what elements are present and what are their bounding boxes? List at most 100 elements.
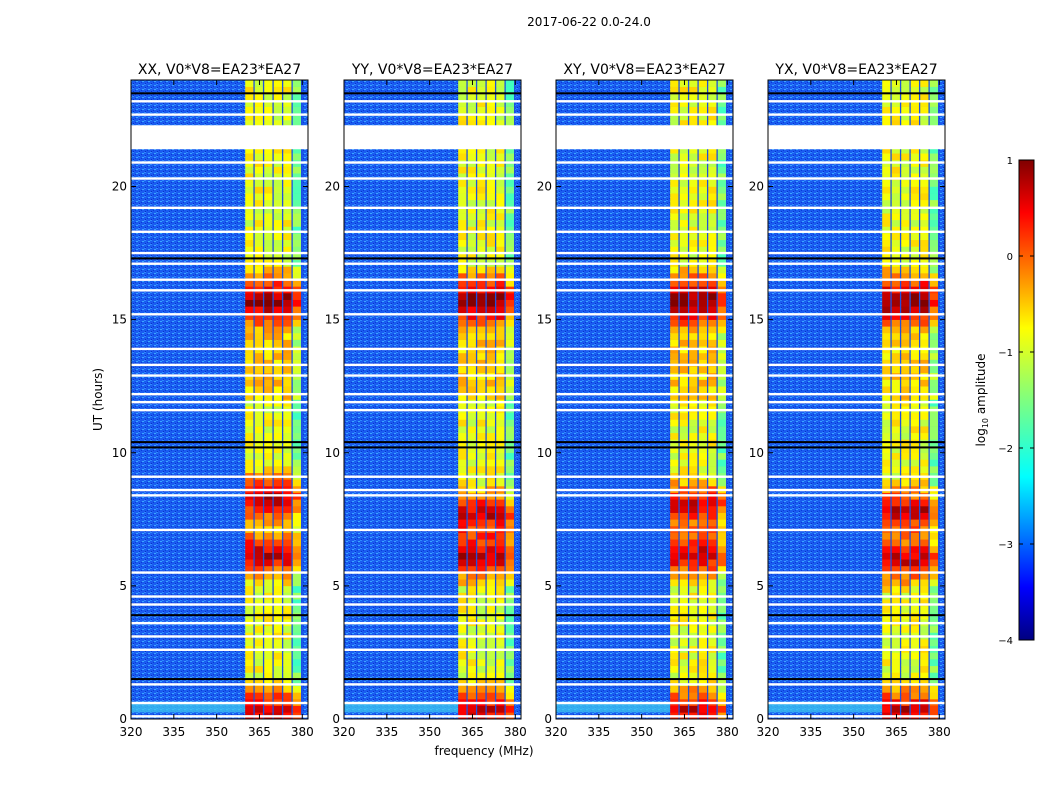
heatmap-cell	[717, 659, 727, 667]
heatmap-cell	[717, 253, 727, 261]
heatmap-cell	[679, 539, 689, 547]
heatmap-cell	[679, 179, 689, 187]
flag-line-white	[131, 161, 308, 164]
heatmap-cell	[882, 459, 891, 467]
heatmap-cell	[245, 605, 254, 613]
heatmap-cell	[283, 392, 292, 400]
heatmap-cell	[910, 452, 920, 460]
heatmap-cell	[283, 432, 292, 440]
flag-line-white	[131, 571, 308, 574]
heatmap-cell	[505, 672, 515, 680]
flag-line-black	[556, 446, 733, 449]
heatmap-cell	[254, 659, 264, 667]
heatmap-cell	[245, 519, 254, 527]
heatmap-cell	[264, 179, 273, 187]
heatmap-cell	[273, 599, 283, 607]
heatmap-cell	[679, 332, 689, 340]
x-tick-label: 320	[757, 725, 780, 739]
heatmap-cell	[882, 306, 891, 314]
heatmap-cell	[670, 605, 679, 613]
heatmap-cell	[292, 366, 302, 374]
heatmap-cell	[670, 233, 679, 241]
flag-line-white	[344, 603, 521, 606]
heatmap-cell	[689, 572, 698, 580]
heatmap-cell	[679, 519, 689, 527]
heatmap-cell	[467, 452, 477, 460]
heatmap-cell	[292, 625, 302, 633]
heatmap-cell	[292, 86, 302, 94]
heatmap-cell	[891, 312, 901, 320]
heatmap-cell	[891, 273, 901, 280]
heatmap-cell	[891, 326, 901, 334]
heatmap-cell	[264, 193, 273, 201]
heatmap-cell	[458, 279, 467, 287]
heatmap-cell	[901, 379, 910, 387]
heatmap-cell	[477, 466, 486, 474]
flag-line-white	[556, 621, 733, 625]
heatmap-cell	[901, 99, 910, 107]
heatmap-cell	[496, 412, 505, 420]
heatmap-cell	[910, 119, 920, 127]
heatmap-cell	[496, 332, 505, 340]
heatmap-cell	[698, 679, 708, 687]
heatmap-cell	[292, 519, 302, 527]
heatmap-cell	[708, 226, 717, 234]
heatmap-cell	[920, 512, 929, 520]
heatmap-cell	[505, 665, 515, 673]
heatmap-cell	[477, 173, 486, 181]
heatmap-cell	[679, 419, 689, 427]
heatmap-cell	[264, 332, 273, 340]
heatmap-cell	[496, 106, 505, 114]
heatmap-cell	[882, 652, 891, 660]
heatmap-cell	[901, 466, 910, 474]
heatmap-cell	[505, 705, 515, 713]
flag-line-black	[344, 257, 521, 260]
heatmap-cell	[467, 419, 477, 427]
heatmap-cell	[901, 479, 910, 487]
heatmap-cell	[292, 106, 302, 114]
heatmap-cell	[292, 379, 302, 387]
heatmap-cell	[254, 106, 264, 114]
heatmap-cell	[245, 366, 254, 374]
heatmap-cell	[264, 306, 273, 314]
heatmap-cell	[486, 539, 496, 547]
heatmap-cell	[698, 552, 708, 560]
flag-line-white	[131, 177, 308, 180]
heatmap-cell	[717, 86, 727, 94]
heatmap-cell	[496, 639, 505, 647]
heatmap-cell	[245, 173, 254, 181]
x-tick-label: 350	[418, 725, 441, 739]
heatmap-cell	[477, 572, 486, 580]
heatmap-cell	[891, 559, 901, 567]
heatmap-cell	[283, 519, 292, 527]
flag-line-white	[556, 392, 733, 396]
flag-line-white	[768, 347, 945, 351]
heatmap-cell	[273, 99, 283, 107]
heatmap-cell	[882, 352, 891, 360]
heatmap-cell	[920, 672, 929, 680]
heatmap-cell	[496, 166, 505, 174]
heatmap-cell	[920, 239, 929, 247]
heatmap-cell	[929, 579, 939, 587]
heatmap-cell	[901, 412, 910, 420]
heatmap-cell	[283, 186, 292, 194]
flag-line-white	[556, 206, 733, 209]
heatmap-cell	[264, 639, 273, 647]
heatmap-cell	[264, 605, 273, 613]
heatmap-cell	[264, 625, 273, 633]
heatmap-cell	[283, 153, 292, 161]
heatmap-cell	[245, 392, 254, 400]
heatmap-cell	[717, 605, 727, 613]
heatmap-cell	[882, 266, 891, 274]
heatmap-cell	[292, 113, 302, 121]
heatmap-cell	[292, 226, 302, 234]
heatmap-cell	[467, 506, 477, 513]
flag-line-white	[556, 347, 733, 351]
x-tick-label: 350	[630, 725, 653, 739]
heatmap-cell	[910, 466, 920, 474]
heatmap-cell	[273, 173, 283, 181]
heatmap-cell	[698, 166, 708, 174]
heatmap-cell	[273, 426, 283, 434]
heatmap-cell	[920, 266, 929, 274]
